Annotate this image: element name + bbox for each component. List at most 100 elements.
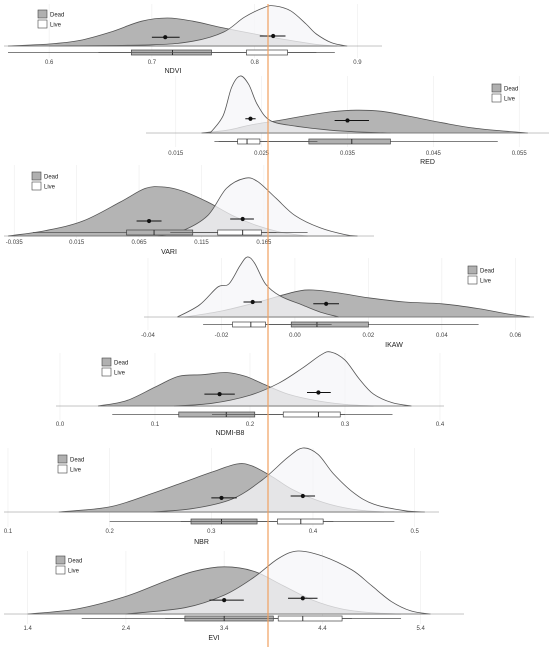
legend-swatch-live <box>37 19 48 29</box>
tick-label: 0.065 <box>132 240 148 246</box>
tick-label: 0.9 <box>353 60 362 66</box>
tick-label: 0.115 <box>194 240 209 246</box>
box-live <box>237 138 261 145</box>
axis-label: IKAW <box>385 342 403 349</box>
mean-point-live <box>250 299 255 305</box>
tick-label: 0.04 <box>436 333 448 339</box>
legend-label-dead: Dead <box>44 175 58 181</box>
legend-swatch-dead <box>467 265 478 275</box>
legend-label-live: Live <box>44 185 56 191</box>
tick-label: 0.2 <box>246 422 255 428</box>
density-live <box>150 447 425 513</box>
tick-label: 0.5 <box>410 529 419 535</box>
tick-label: 1.4 <box>23 626 32 632</box>
tick-label: -0.02 <box>215 333 229 339</box>
box-live <box>217 229 262 236</box>
tick-label: 2.4 <box>122 626 131 632</box>
box-live <box>232 321 266 328</box>
mean-point-dead <box>146 218 152 224</box>
tick-label: 0.4 <box>436 422 445 428</box>
legend-swatch-dead <box>55 555 66 565</box>
legend-swatch-live <box>101 367 112 377</box>
axis-label: VARI <box>161 249 177 256</box>
box-live <box>277 615 343 622</box>
tick-label: 0.8 <box>250 60 259 66</box>
legend: Dead Live <box>57 454 84 474</box>
legend: Dead Live <box>37 9 64 29</box>
panel-evi: 1.4 2.4 3.4 4.4 5.4 EVI Dead Live <box>4 550 464 642</box>
legend-label-dead: Dead <box>114 361 128 367</box>
legend: Dead Live <box>55 555 82 575</box>
mean-point-dead <box>219 495 224 501</box>
axis-label: EVI <box>208 635 219 642</box>
tick-label: 0.015 <box>168 151 184 157</box>
mean-point-live <box>300 493 305 499</box>
legend-label-dead: Dead <box>504 87 518 93</box>
box-dead <box>308 138 391 145</box>
legend-label-dead: Dead <box>50 13 64 19</box>
mean-point-live <box>248 116 253 121</box>
legend: Dead Live <box>31 171 58 191</box>
legend-label-live: Live <box>50 23 62 29</box>
tick-label: 0.02 <box>363 333 375 339</box>
tick-label: 0.1 <box>4 529 13 535</box>
tick-label: 4.4 <box>318 626 327 632</box>
legend-swatch-dead <box>57 454 68 464</box>
tick-label: 0.0 <box>56 422 65 428</box>
tick-label: 0.7 <box>148 60 157 66</box>
tick-label: -0.04 <box>141 333 155 339</box>
legend-swatch-dead <box>101 357 112 367</box>
density-live <box>173 351 412 407</box>
legend-label-live: Live <box>504 97 516 103</box>
legend-label-live: Live <box>480 279 492 285</box>
legend-swatch-live <box>491 93 502 103</box>
legend-swatch-live <box>467 275 478 285</box>
tick-label: 0.165 <box>256 240 272 246</box>
legend: Dead Live <box>101 357 128 377</box>
legend-label-live: Live <box>70 468 82 474</box>
legend-swatch-live <box>31 181 42 191</box>
axis-label: NDVI <box>165 68 182 75</box>
legend-label-live: Live <box>68 569 80 575</box>
legend-label-dead: Dead <box>70 458 84 464</box>
tick-label: 0.025 <box>254 151 270 157</box>
mean-point-live <box>316 390 321 395</box>
tick-label: 0.015 <box>69 240 85 246</box>
legend-swatch-live <box>57 464 68 474</box>
tick-label: 3.4 <box>220 626 229 632</box>
tick-label: 0.2 <box>105 529 114 535</box>
legend: Dead Live <box>491 83 518 103</box>
mean-point-dead <box>163 35 168 40</box>
legend-swatch-live <box>55 565 66 575</box>
panel-nbr: 0.1 0.2 0.3 0.4 0.5 NBR Dead Live <box>4 447 439 546</box>
tick-label: 0.4 <box>309 529 318 535</box>
density-live <box>177 256 340 318</box>
mean-point-live <box>271 33 276 39</box>
box-live <box>277 518 324 525</box>
tick-label: 0.1 <box>151 422 160 428</box>
mean-point-live <box>300 596 305 601</box>
panel-ikaw: -0.04 -0.02 0.00 0.02 0.04 0.06 IKAW Dead Live <box>141 256 534 349</box>
tick-label: 0.3 <box>341 422 350 428</box>
legend-swatch-dead <box>491 83 502 93</box>
tick-label: -0.035 <box>6 240 24 246</box>
axis-label: NBR <box>194 539 209 546</box>
tick-label: 0.035 <box>340 151 356 157</box>
axis-label: RED <box>420 159 435 166</box>
tick-label: 0.00 <box>289 333 301 339</box>
density-live <box>125 550 431 615</box>
legend-label-dead: Dead <box>68 559 82 565</box>
box-live <box>246 49 288 56</box>
legend-label-dead: Dead <box>480 269 494 275</box>
panel-ndvi: 0.6 0.7 0.8 0.9 NDVI Dead Live <box>4 4 382 75</box>
panel-red: 0.015 0.025 0.035 0.045 0.055 RED Dead Live <box>146 75 549 166</box>
mean-point-dead <box>324 301 329 306</box>
mean-point-dead <box>345 118 350 123</box>
legend: Dead Live <box>467 265 494 285</box>
panel-ndmi-b8: 0.0 0.1 0.2 0.3 0.4 NDMI-B8 Dead Live <box>56 351 445 437</box>
tick-label: 0.045 <box>426 151 442 157</box>
axis-label: NDMI-B8 <box>216 430 245 437</box>
tick-label: 0.055 <box>512 151 528 157</box>
tick-label: 5.4 <box>417 626 426 632</box>
